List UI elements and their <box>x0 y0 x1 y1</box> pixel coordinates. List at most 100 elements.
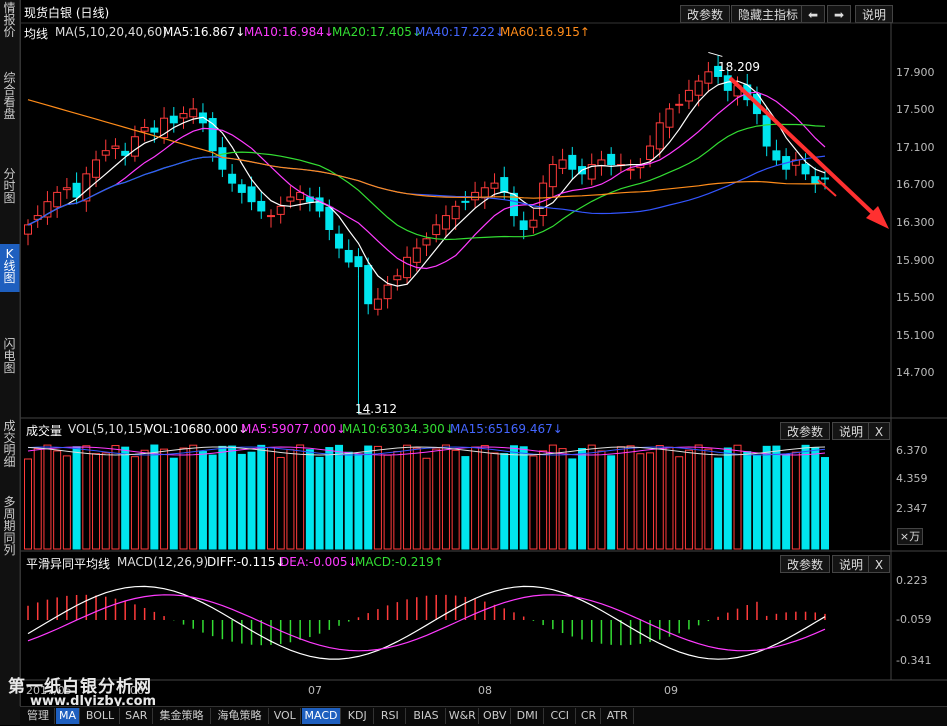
toolbar-管理[interactable]: 管理 <box>22 708 55 724</box>
trend-arrow-small <box>817 179 837 197</box>
sidebar-tab-4[interactable]: 闪电图 <box>3 337 17 375</box>
volume-bar <box>626 445 635 550</box>
volume-bar <box>636 453 645 550</box>
toolbar-cr[interactable]: CR <box>577 708 601 724</box>
price-tick: 14.700 <box>896 366 935 379</box>
volume-bar <box>286 449 295 550</box>
sidebar-tab-6[interactable]: 多周期同列 <box>3 495 17 557</box>
toolbar-atr[interactable]: ATR <box>602 708 634 724</box>
volume-params: VOL(5,10,15) <box>68 422 148 436</box>
candle-body <box>509 192 518 217</box>
sidebar-tab-2[interactable]: 分时图 <box>3 167 17 205</box>
ma20-value: MA20:17.405↓ <box>332 25 422 39</box>
ma60-line <box>27 99 826 199</box>
volume-bar <box>247 451 256 550</box>
toolbar-集金策略[interactable]: 集金策略 <box>154 708 211 724</box>
hide-indicator-button[interactable]: 隐藏主指标 <box>731 5 806 23</box>
volume-bar <box>160 448 169 550</box>
toolbar-ma[interactable]: MA <box>56 708 80 724</box>
volume-bar <box>393 451 402 550</box>
volume-bar <box>130 456 139 550</box>
volume-bar <box>548 444 557 550</box>
volume-bar <box>383 454 392 550</box>
toolbar-海龟策略[interactable]: 海龟策略 <box>212 708 269 724</box>
toolbar-w&r[interactable]: W&R <box>447 708 479 724</box>
volume-bar <box>723 447 732 550</box>
sidebar-tab-0[interactable]: 情报价 <box>3 1 17 39</box>
indicator-toolbar: 管理 MA BOLL SAR 集金策略 海龟策略 VOL MACD KDJ RSI BIAS W&R O… <box>20 706 947 726</box>
toolbar-vol[interactable]: VOL <box>270 708 301 724</box>
candle-body <box>684 89 693 102</box>
candle-body <box>24 224 32 235</box>
volume-bar <box>315 456 324 550</box>
volume-tick: 6.370 <box>896 444 928 457</box>
price-tick: 16.700 <box>896 178 935 191</box>
candle-body <box>286 196 295 202</box>
toolbar-bias[interactable]: BIAS <box>407 708 446 724</box>
volume-bar <box>811 447 820 550</box>
volume-bar <box>480 445 489 550</box>
price-tick: 17.100 <box>896 141 935 154</box>
candle-body <box>519 220 528 230</box>
volume-bar <box>587 444 596 550</box>
volume-ma5: MA5:59077.000↓ <box>241 422 347 436</box>
price-tick: 17.900 <box>896 66 935 79</box>
sidebar-tab-1[interactable]: 综合看盘 <box>3 71 17 121</box>
volume-params-button[interactable]: 改参数 <box>780 422 831 440</box>
toolbar-cci[interactable]: CCI <box>545 708 576 724</box>
toolbar-sar[interactable]: SAR <box>121 708 153 724</box>
volume-bar <box>325 447 334 550</box>
toolbar-obv[interactable]: OBV <box>480 708 511 724</box>
candle-body <box>237 184 246 193</box>
dea-line <box>27 594 826 652</box>
toolbar-macd[interactable]: MACD <box>302 708 341 724</box>
volume-bar <box>529 455 538 550</box>
candle-body <box>821 177 829 180</box>
volume-bar <box>578 448 587 550</box>
toolbar-dmi[interactable]: DMI <box>512 708 544 724</box>
candle-body <box>714 65 723 77</box>
volume-bar <box>150 444 159 550</box>
volume-tick: 4.359 <box>896 472 928 485</box>
macd-close-button[interactable]: X <box>868 555 890 573</box>
volume-bar <box>432 448 441 550</box>
toolbar-boll[interactable]: BOLL <box>81 708 120 724</box>
volume-bar <box>169 457 178 550</box>
watermark-url: www.dlyizby.com <box>30 694 157 709</box>
volume-ma15: MA15:65169.467↓ <box>450 422 563 436</box>
candle-body <box>373 298 382 310</box>
volume-bar <box>558 448 567 550</box>
volume-bar <box>665 446 674 550</box>
scroll-right-button[interactable]: ➡ <box>827 5 851 23</box>
candle-body <box>568 154 577 170</box>
candle-body <box>471 191 480 201</box>
price-tick: 17.500 <box>896 103 935 116</box>
volume-bar <box>364 445 373 550</box>
candle-body <box>694 80 703 96</box>
toolbar-kdj[interactable]: KDJ <box>342 708 374 724</box>
volume-bar <box>111 445 120 550</box>
ma40-value: MA40:17.222↓ <box>415 25 505 39</box>
volume-bar <box>675 456 684 550</box>
volume-ma10: MA10:63034.300↓ <box>342 422 455 436</box>
volume-bar <box>616 446 625 550</box>
volume-bar <box>24 458 32 550</box>
macd-params-button[interactable]: 改参数 <box>780 555 831 573</box>
candle-body <box>179 113 188 119</box>
sidebar-tab-5[interactable]: 成交明细 <box>3 419 17 469</box>
candle-body <box>412 247 421 263</box>
volume-bar <box>451 449 460 550</box>
candle-body <box>130 136 139 157</box>
macd-tick: 0.223 <box>896 574 928 587</box>
candle-body <box>150 127 159 133</box>
candle-body <box>646 145 655 160</box>
volume-bar <box>237 453 246 550</box>
volume-bar <box>82 445 91 550</box>
toolbar-rsi[interactable]: RSI <box>375 708 406 724</box>
volume-bar <box>539 450 548 550</box>
volume-bar <box>62 455 71 550</box>
volume-close-button[interactable]: X <box>868 422 890 440</box>
